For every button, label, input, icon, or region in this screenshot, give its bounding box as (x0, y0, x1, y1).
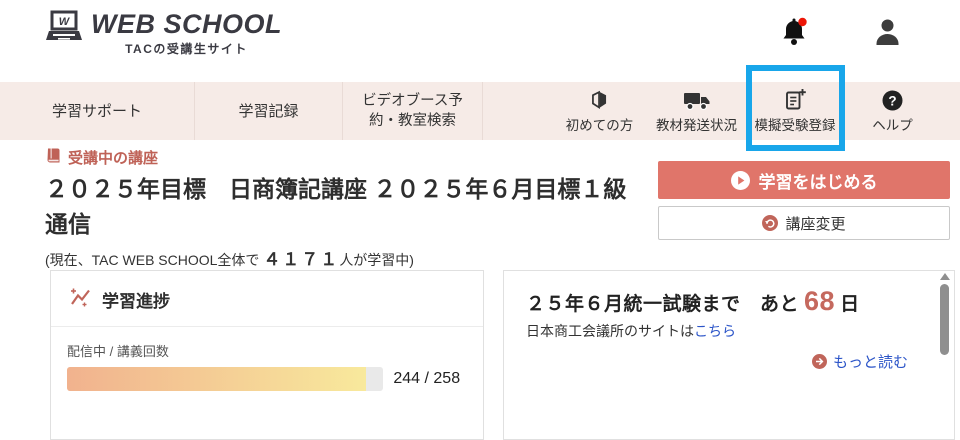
nav-item-label: 模擬受験登録 (754, 117, 836, 133)
question-icon: ? (882, 89, 903, 111)
svg-text:W: W (59, 16, 71, 28)
notifications-bell-icon[interactable] (780, 17, 810, 54)
main-content: 受講中の講座 ２０２５年目標 日商簿記講座 ２０２５年６月目標１級 通信 (現在… (0, 140, 960, 270)
trend-sparkle-icon (69, 286, 92, 313)
start-learning-label: 学習をはじめる (758, 172, 878, 192)
progress-card-body: 配信中 / 講義回数 244 / 258 (51, 327, 483, 391)
exam-countdown-title: ２５年６月統一試験まで あと 68 日 (526, 286, 934, 317)
learning-progress-card: 学習進捗 配信中 / 講義回数 244 / 258 (50, 270, 484, 440)
logo-text: WEB SCHOOL TACの受講生サイト (91, 10, 282, 57)
scrollbar-thumb[interactable] (940, 284, 949, 355)
nav-tab-label: 学習サポート (51, 102, 142, 120)
scrollbar-up-arrow[interactable] (939, 273, 950, 280)
progress-bar-fill (67, 367, 367, 391)
site-logo[interactable]: W WEB SCHOOL TACの受講生サイト (44, 10, 282, 57)
site-header: W WEB SCHOOL TACの受講生サイト (0, 0, 960, 82)
countdown-suffix: 日 (840, 294, 860, 315)
nav-item-material-shipping[interactable]: 教材発送状況 (648, 82, 745, 140)
nav-tab-video-booth[interactable]: ビデオブース予約・教室検索 (343, 82, 483, 140)
laptop-logo-icon: W (44, 10, 84, 53)
exam-card-body: ２５年６月統一試験まで あと 68 日 日本商工会議所のサイトはこちら もっと読む (504, 271, 954, 439)
user-account-icon[interactable] (874, 18, 901, 51)
exam-countdown-card: ２５年６月統一試験まで あと 68 日 日本商工会議所のサイトはこちら もっと読む (503, 270, 955, 440)
play-circle-icon (730, 170, 750, 190)
course-title-line1: ２０２５年目標 日商簿記講座 ２０２５年６月目標１級 (45, 176, 627, 202)
nav-item-help[interactable]: ? ヘルプ (845, 82, 940, 140)
nav-spacer (483, 82, 551, 140)
course-title-line2: 通信 (45, 210, 91, 237)
progress-card-title: 学習進捗 (102, 292, 170, 311)
course-actions: 学習をはじめる 講座変更 (658, 161, 950, 240)
progress-card-header: 学習進捗 (51, 271, 483, 327)
nav-item-label: 教材発送状況 (656, 117, 737, 133)
arrow-right-circle-icon (811, 354, 827, 369)
document-plus-icon (783, 88, 807, 111)
card-scrollbar (939, 273, 950, 355)
truck-icon (683, 89, 710, 111)
logo-subtitle: TACの受講生サイト (125, 42, 248, 57)
logo-title: WEB SCHOOL (91, 9, 282, 39)
book-icon (45, 147, 61, 168)
countdown-days: 68 (804, 286, 836, 316)
start-learning-button[interactable]: 学習をはじめる (658, 161, 950, 199)
learners-count-line: (現在、TAC WEB SCHOOL全体で ４１７１人が学習中) (45, 245, 960, 270)
progress-value: 244 / 258 (393, 370, 461, 387)
nav-item-mock-exam-registration[interactable]: 模擬受験登録 (745, 82, 845, 140)
svg-text:?: ? (888, 93, 896, 108)
course-title: ２０２５年目標 日商簿記講座 ２０２５年６月目標１級 通信 (45, 172, 673, 241)
nav-item-label: ヘルプ (872, 117, 913, 133)
nav-tab-learning-support[interactable]: 学習サポート (0, 82, 195, 140)
learners-count: ４１７１ (263, 250, 340, 269)
progress-bar-row: 244 / 258 (67, 367, 467, 391)
metric-label: 配信中 / 講義回数 (67, 344, 169, 359)
nav-tab-label: ビデオブース予約・教室検索 (362, 92, 463, 129)
beginner-mark-icon (589, 89, 610, 111)
exam-info-line: 日本商工会議所のサイトはこちら (526, 321, 934, 341)
countdown-prefix: ２５年６月統一試験まで あと (526, 294, 800, 315)
nav-item-first-time[interactable]: 初めての方 (551, 82, 648, 140)
main-navigation: 学習サポート 学習記録 ビデオブース予約・教室検索 初めての方 教材発送状況 (0, 82, 960, 140)
change-arrow-circle-icon (762, 215, 779, 231)
section-label-text: 受講中の講座 (68, 150, 159, 167)
nav-tab-learning-record[interactable]: 学習記録 (195, 82, 343, 140)
read-more-link[interactable]: もっと読む (832, 354, 908, 371)
read-more-row: もっと読む (526, 351, 934, 372)
dashboard-cards: 学習進捗 配信中 / 講義回数 244 / 258 ２５年６月統一試験まで あと… (0, 270, 960, 440)
nav-tab-label: 学習記録 (238, 102, 299, 120)
current-course-section-label: 受講中の講座 (45, 147, 960, 168)
exam-info-text: 日本商工会議所のサイトは (526, 323, 694, 339)
change-course-button[interactable]: 講座変更 (658, 206, 950, 240)
progress-bar-track (67, 367, 384, 391)
learners-prefix: (現在、TAC WEB SCHOOL全体で (45, 252, 264, 268)
learners-suffix: 人が学習中) (339, 252, 414, 268)
jcci-site-link[interactable]: こちら (694, 323, 736, 339)
change-course-label: 講座変更 (785, 215, 846, 233)
nav-item-label: 初めての方 (565, 117, 634, 133)
